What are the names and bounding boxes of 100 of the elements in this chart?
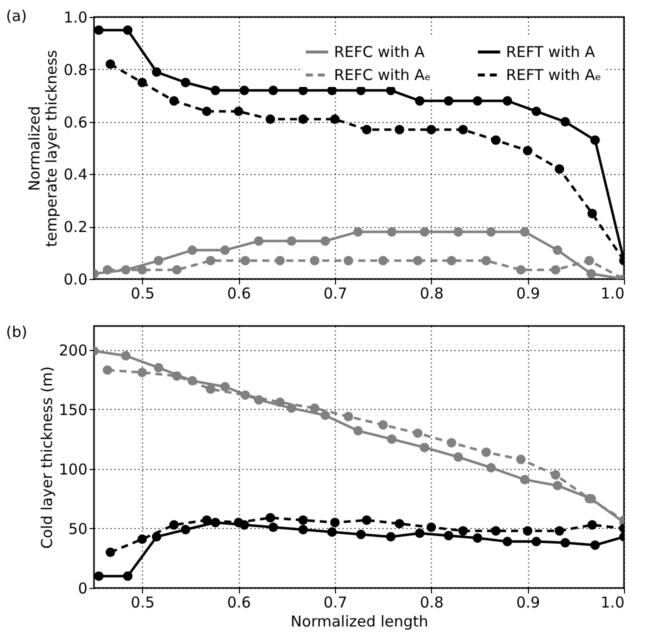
point <box>522 146 532 156</box>
point <box>356 530 366 540</box>
point <box>481 448 491 457</box>
point <box>413 256 423 266</box>
point <box>420 227 430 237</box>
point <box>486 227 496 237</box>
point <box>327 527 337 537</box>
point <box>522 526 532 536</box>
point <box>378 420 388 430</box>
point <box>502 536 512 546</box>
x-tick-label: 0.7 <box>323 284 348 302</box>
point <box>180 78 190 88</box>
point <box>220 245 230 255</box>
point <box>491 135 501 145</box>
y-tick-label: 0.4 <box>64 166 88 184</box>
y-tick-label: 200 <box>58 341 88 360</box>
point <box>386 532 396 542</box>
x-tick-label: 0.6 <box>227 594 251 612</box>
point <box>154 362 164 372</box>
point <box>587 520 597 530</box>
point <box>137 534 147 544</box>
x-tick-label: 0.5 <box>130 594 155 612</box>
point <box>362 515 372 525</box>
point <box>590 540 600 550</box>
point <box>154 256 164 266</box>
point <box>310 403 320 413</box>
point <box>550 265 560 275</box>
point <box>106 59 116 69</box>
y-tick-label: 0.8 <box>64 60 88 79</box>
point <box>121 351 131 361</box>
y-tick-label: 1.0 <box>64 8 88 26</box>
legend-label: REFT with Aₑ <box>506 66 602 84</box>
legend-label: REFT with A <box>506 43 596 61</box>
x-tick-label: 0.8 <box>420 284 444 302</box>
point <box>394 124 404 134</box>
point <box>254 236 264 246</box>
y-tick-label: 0.6 <box>64 113 88 132</box>
point <box>472 533 482 543</box>
point <box>298 114 308 124</box>
point <box>210 518 220 528</box>
point <box>330 518 340 528</box>
point <box>240 256 250 266</box>
point <box>454 452 463 462</box>
point <box>102 365 112 375</box>
point <box>320 410 330 420</box>
point <box>137 78 147 88</box>
point <box>94 571 104 581</box>
chart-title: (b) <box>6 323 28 341</box>
point <box>554 526 564 536</box>
point <box>344 412 354 422</box>
point <box>268 522 278 532</box>
y-tick-label: 150 <box>58 400 88 419</box>
point <box>320 236 330 246</box>
point <box>310 256 320 266</box>
point <box>552 480 562 490</box>
point <box>240 390 250 400</box>
point <box>560 117 570 127</box>
point <box>206 384 216 394</box>
point <box>94 25 104 35</box>
x-tick-label: 0.9 <box>516 594 540 612</box>
point <box>426 522 436 532</box>
x-tick-label: 0.6 <box>227 284 251 302</box>
point <box>552 245 562 255</box>
point <box>169 520 179 530</box>
x-tick-label: 0.9 <box>516 284 540 302</box>
y-tick-label: 100 <box>58 460 88 478</box>
point <box>444 530 454 540</box>
x-axis-title: Normalized length <box>290 612 428 630</box>
point <box>298 524 308 534</box>
point <box>137 265 147 275</box>
point <box>426 124 436 134</box>
point <box>275 256 285 266</box>
point <box>266 114 276 124</box>
point <box>286 403 296 413</box>
point <box>220 382 230 392</box>
point <box>344 256 354 266</box>
point <box>532 106 542 116</box>
point <box>202 515 212 525</box>
y-axis-title: Cold layer thickness (m) <box>38 366 56 549</box>
y-tick-label: 0.0 <box>64 270 88 288</box>
y-axis-title: Normalized temperate layer thickness <box>26 50 61 247</box>
y-tick-label: 0 <box>78 580 88 598</box>
point <box>121 265 131 275</box>
x-tick-label: 1.0 <box>600 284 624 302</box>
point <box>298 515 308 525</box>
legend-label: REFC with Aₑ <box>334 66 431 84</box>
y-tick-label: 0.2 <box>64 218 88 236</box>
y-tick-label: 50 <box>68 520 88 538</box>
point <box>188 245 198 255</box>
x-tick-label: 0.7 <box>323 594 348 612</box>
point <box>481 256 491 266</box>
x-tick-label: 1.0 <box>600 594 624 612</box>
point <box>202 106 212 116</box>
point <box>210 86 220 96</box>
point <box>122 571 132 581</box>
point <box>502 96 512 106</box>
point <box>516 454 526 464</box>
point <box>387 434 397 444</box>
point <box>458 124 468 134</box>
point <box>590 135 600 145</box>
